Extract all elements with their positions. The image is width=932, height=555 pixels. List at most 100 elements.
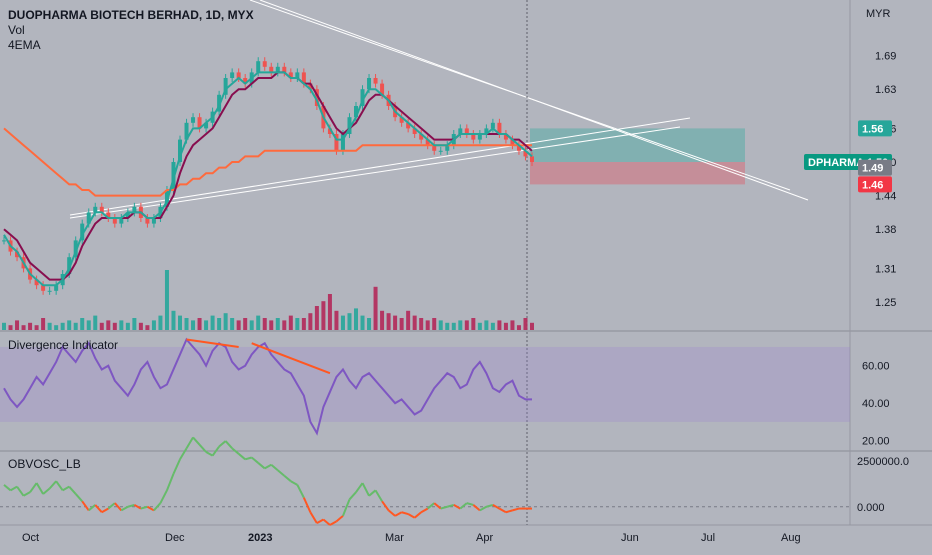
obv-segment — [440, 505, 448, 510]
price-badge-bg — [858, 159, 892, 176]
x-tick-label: Jun — [621, 532, 639, 544]
obv-segment — [401, 511, 409, 516]
volume-bar — [93, 315, 98, 330]
price-badge-label: 1.46 — [862, 179, 883, 191]
candle-body — [464, 128, 469, 134]
obv-tick: 2500000.0 — [857, 456, 909, 468]
volume-bar — [230, 318, 235, 330]
obv-segment — [16, 486, 25, 497]
candle-body — [178, 139, 182, 162]
candle-body — [269, 66, 274, 73]
candle-body — [373, 78, 378, 84]
obv-segment — [498, 507, 507, 514]
volume-bar — [2, 322, 6, 330]
obv-segment — [146, 505, 155, 512]
obv-segment — [238, 453, 246, 461]
volume-bar — [516, 325, 521, 330]
volume-bar — [321, 301, 326, 330]
price-badge-label: 1.56 — [862, 123, 883, 135]
volume-bar — [327, 294, 332, 330]
candle-body — [275, 66, 280, 73]
volume-bar — [282, 320, 287, 330]
obv-segment — [355, 482, 364, 493]
volume-bar — [464, 320, 469, 330]
candle-body — [516, 145, 521, 151]
obv-segment — [348, 491, 357, 501]
volume-bar — [262, 318, 267, 330]
obv-segment — [29, 482, 38, 493]
candle-body — [445, 145, 450, 151]
divergence-title: Divergence Indicator — [8, 338, 119, 352]
divergence-marker — [186, 338, 239, 348]
volume-bar — [184, 318, 189, 330]
divergence-band — [0, 346, 850, 422]
candle-body — [458, 128, 463, 134]
legend-ema: 4EMA — [8, 38, 41, 52]
x-tick-label: Mar — [385, 532, 404, 544]
volume-bar — [99, 322, 104, 330]
obv-segment — [479, 505, 487, 512]
obv-segment — [231, 447, 240, 455]
candle-body — [80, 223, 85, 241]
volume-bar — [80, 318, 85, 330]
obv-segment — [211, 445, 220, 457]
candle-body — [308, 83, 313, 90]
volume-bar — [243, 318, 248, 330]
candle-body — [125, 212, 130, 218]
candle-body — [419, 134, 424, 140]
volume-bar — [471, 318, 476, 330]
volume-bar — [125, 322, 130, 330]
candle-body — [41, 285, 46, 291]
volume-bar — [145, 325, 150, 330]
candle-body — [119, 218, 124, 224]
candle-body — [15, 251, 20, 258]
obv-segment — [296, 484, 305, 499]
obv-segment — [322, 518, 331, 526]
volume-bar — [295, 318, 300, 330]
obv-segment — [133, 504, 142, 510]
currency-label: MYR — [866, 8, 891, 20]
chart-title: DUOPHARMA BIOTECH BERHAD, 1D, MYX — [8, 8, 254, 22]
obv-segment — [88, 504, 96, 512]
volume-bar — [503, 322, 508, 330]
candle-body — [2, 240, 6, 242]
price-badge-bg — [858, 176, 892, 193]
obv-segment — [192, 436, 201, 446]
volume-bar — [354, 308, 358, 330]
volume-bar — [380, 310, 385, 330]
candle-body — [314, 89, 319, 106]
volume-bar — [412, 315, 417, 330]
candle-body — [34, 279, 39, 286]
volume-bar — [138, 322, 143, 330]
obv-segment — [492, 504, 500, 510]
obv-segment — [512, 507, 520, 512]
volume-bar — [28, 322, 33, 330]
volume-bar — [41, 318, 46, 330]
obv-segment — [414, 511, 422, 519]
candle-body — [132, 206, 137, 213]
obv-segment — [166, 473, 175, 491]
obv-segment — [107, 502, 116, 510]
obv-segment — [486, 503, 494, 508]
volume-bar — [477, 322, 482, 330]
volume-bar — [288, 315, 293, 330]
ema-slow-line — [3, 71, 533, 281]
obv-segment — [42, 487, 51, 495]
volume-bar — [314, 306, 319, 330]
volume-bar — [256, 315, 261, 330]
divergence-tick: 40.00 — [862, 398, 890, 410]
volume-bar — [269, 320, 274, 330]
obv-segment — [453, 504, 461, 510]
candle-body — [295, 72, 300, 78]
candle-body — [288, 72, 293, 78]
obv-segment — [68, 486, 77, 495]
candle-body — [217, 94, 222, 112]
candle-body — [54, 285, 59, 291]
obv-segment — [120, 505, 129, 512]
y-tick-label: 1.38 — [875, 224, 896, 236]
obv-segment — [55, 480, 64, 491]
obv-segment — [179, 447, 188, 460]
candle-body — [99, 206, 104, 213]
